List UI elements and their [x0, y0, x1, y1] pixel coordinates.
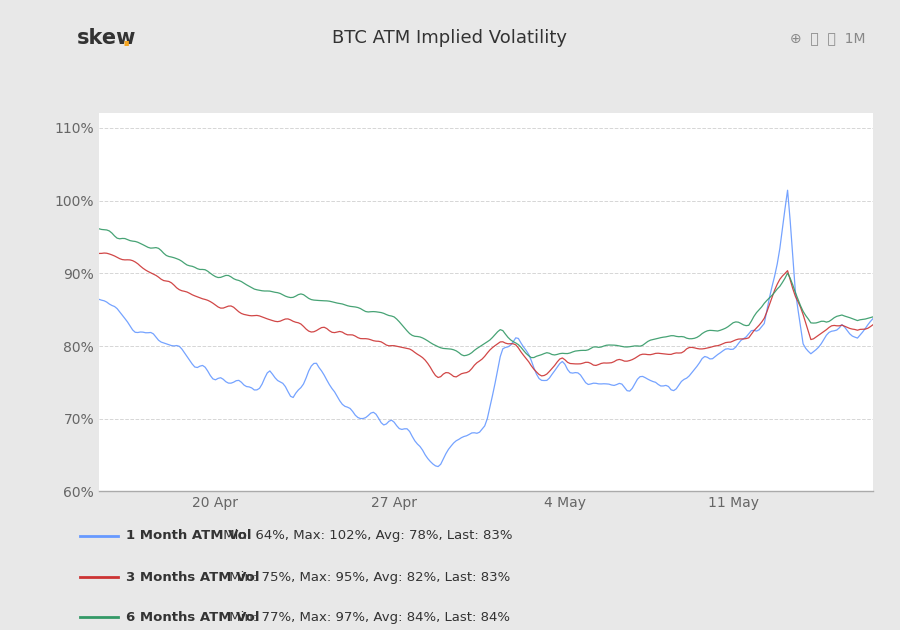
Text: 1 Month ATM Vol: 1 Month ATM Vol [126, 529, 251, 542]
Text: .: . [122, 27, 130, 51]
Text: Min: 64%, Max: 102%, Avg: 78%, Last: 83%: Min: 64%, Max: 102%, Avg: 78%, Last: 83% [219, 529, 512, 542]
Text: ⊕  📷  ⏱  1M: ⊕ 📷 ⏱ 1M [790, 31, 866, 45]
Text: Min: 77%, Max: 97%, Avg: 84%, Last: 84%: Min: 77%, Max: 97%, Avg: 84%, Last: 84% [225, 611, 510, 624]
Text: 6 Months ATM Vol: 6 Months ATM Vol [126, 611, 259, 624]
Text: skew: skew [76, 28, 136, 48]
Text: BTC ATM Implied Volatility: BTC ATM Implied Volatility [332, 29, 568, 47]
Text: 3 Months ATM Vol: 3 Months ATM Vol [126, 571, 259, 583]
Text: Min: 75%, Max: 95%, Avg: 82%, Last: 83%: Min: 75%, Max: 95%, Avg: 82%, Last: 83% [225, 571, 510, 583]
